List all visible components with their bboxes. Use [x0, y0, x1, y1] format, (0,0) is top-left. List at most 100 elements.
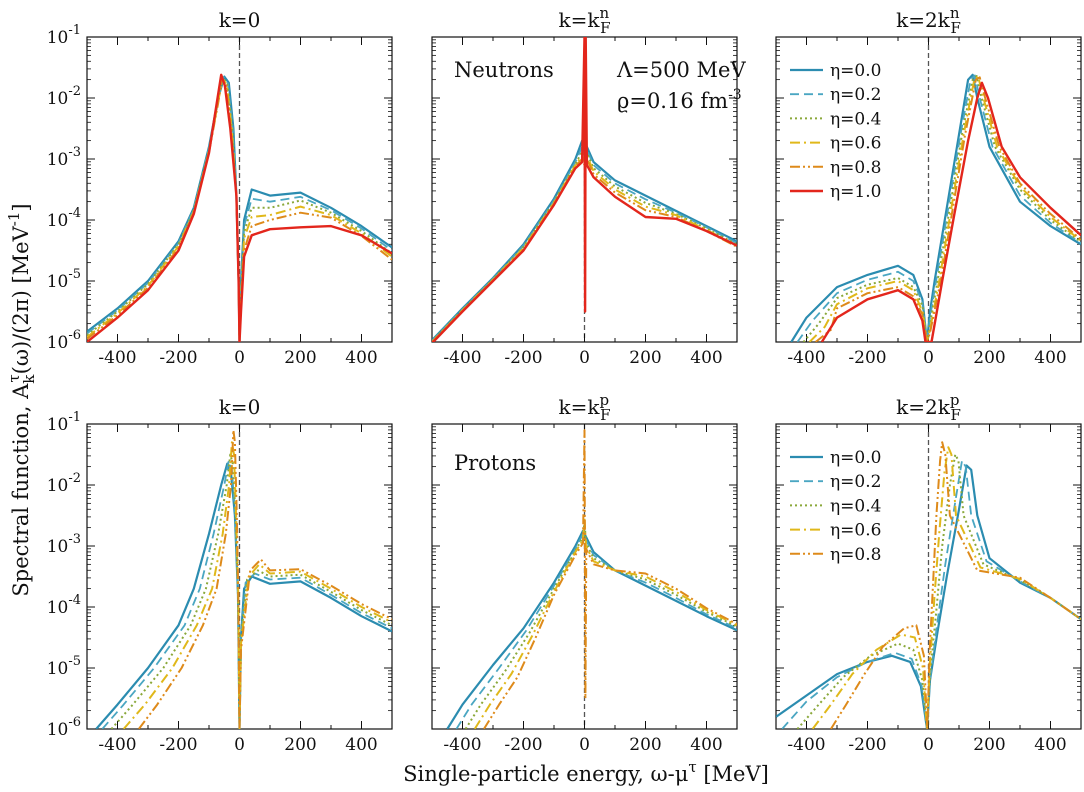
- series-line-1: [796, 74, 1081, 342]
- x-tick-label: 400: [345, 735, 377, 755]
- panel-title: k=2kp F: [896, 391, 961, 424]
- series-line-4: [830, 441, 1081, 729]
- x-tick-label: 400: [690, 348, 722, 368]
- x-tick-label: -200: [848, 735, 886, 755]
- panel-title: k=kp F: [558, 391, 610, 424]
- x-tick-label: -200: [504, 735, 542, 755]
- annotation: Protons: [454, 451, 536, 475]
- y-tick-label: 10-3: [47, 532, 81, 557]
- x-tick-label: 400: [690, 735, 722, 755]
- x-tick-label: -400: [443, 348, 481, 368]
- series-line-5: [87, 73, 392, 342]
- series-line-5: [820, 81, 1081, 342]
- series-line-4: [138, 429, 392, 729]
- x-tick-label: 200: [284, 735, 316, 755]
- y-axis-label: Spectral function, Akτ(ω)/(2π) [MeV-1]: [5, 203, 38, 596]
- panel-title: k=kn F: [558, 4, 610, 37]
- x-axis-label: Single-particle energy, ω-μτ [MeV]: [403, 758, 769, 786]
- panel-r1-c2: k=2kp F-400 -200 0 200 400η=0.0η=0.2η=0.4η=0.…: [775, 391, 1082, 755]
- x-tick-label: 400: [1034, 348, 1066, 368]
- x-tick-label: -400: [98, 348, 136, 368]
- x-tick-label: 200: [284, 348, 316, 368]
- x-tick-label: -200: [848, 348, 886, 368]
- series-line-0: [776, 464, 1081, 729]
- series-group: [95, 429, 392, 729]
- legend-label: η=1.0: [830, 182, 881, 202]
- panels: k=0 -400 -200 0 200 400 10-1 10-2 10-3 10-4 10-5 10…: [47, 4, 1082, 755]
- y-tick-label: 10-6: [47, 328, 81, 353]
- series-group: [776, 441, 1081, 729]
- series-line-3: [811, 446, 1081, 729]
- legend-label: η=0.0: [830, 61, 881, 81]
- annotation: Λ=500 MeV: [616, 58, 746, 82]
- panel-r1-c1: k=kp F -400 -200 0 200 400 Protons: [431, 391, 738, 755]
- series-group: [790, 73, 1081, 342]
- series-line-3: [808, 75, 1081, 342]
- series-line-2: [464, 520, 737, 729]
- x-tick-label: -200: [159, 348, 197, 368]
- legend-label: η=0.6: [830, 134, 881, 154]
- annotation: Neutrons: [454, 58, 554, 82]
- x-tick-label: 200: [629, 735, 661, 755]
- legend-label: η=0.2: [830, 472, 881, 492]
- y-tick-label: 10-4: [47, 593, 81, 618]
- x-tick-label: 0: [923, 348, 934, 368]
- series-line-3: [122, 441, 392, 729]
- series-group: [87, 73, 392, 342]
- y-tick-label: 10-5: [47, 267, 81, 292]
- x-tick-label: -400: [98, 735, 136, 755]
- x-tick-label: 200: [973, 735, 1005, 755]
- legend: η=0.0 η=0.2 η=0.4 η=0.6 η=0.8: [790, 448, 881, 565]
- series-line-1: [455, 532, 737, 729]
- x-tick-label: 400: [1034, 735, 1066, 755]
- legend-label: η=0.8: [830, 158, 881, 178]
- x-tick-label: -400: [787, 735, 825, 755]
- x-tick-label: -400: [443, 735, 481, 755]
- series-line-4: [814, 76, 1081, 342]
- legend-label: η=0.8: [830, 545, 881, 565]
- x-tick-label: 0: [923, 735, 934, 755]
- panel-r0-c2: k=2kn F-400 -200 0 200 400η=0.0η=0.2η=0.4η=0.…: [775, 4, 1082, 368]
- panel-title: k=0: [219, 8, 261, 32]
- annotation: ϱ=0.16 fm-3: [617, 87, 742, 113]
- legend-label: η=0.2: [830, 85, 881, 105]
- y-tick-label: 10-2: [47, 471, 81, 496]
- panel-r1-c0: k=0 -400 -200 0 200 400 10-1 10-2 10-3 10-4 10-5 10…: [47, 395, 393, 755]
- series-line-4: [483, 429, 737, 729]
- x-tick-label: -200: [504, 348, 542, 368]
- y-tick-label: 10-5: [47, 654, 81, 679]
- x-tick-label: 0: [579, 348, 590, 368]
- x-tick-label: 200: [629, 348, 661, 368]
- panel-title: k=2kn F: [896, 4, 961, 37]
- series-line-3: [473, 517, 737, 729]
- series-line-0: [790, 73, 1081, 342]
- legend-label: η=0.4: [830, 496, 881, 516]
- panel-title: k=0: [219, 395, 261, 419]
- legend-label: η=0.4: [830, 109, 881, 129]
- legend-label: η=0.6: [830, 521, 881, 541]
- x-tick-label: 0: [234, 735, 245, 755]
- x-tick-label: 0: [579, 735, 590, 755]
- panel-r0-c0: k=0 -400 -200 0 200 400 10-1 10-2 10-3 10-4 10-5 10…: [47, 8, 393, 368]
- y-tick-label: 10-6: [47, 715, 81, 740]
- legend: η=0.0 η=0.2 η=0.4 η=0.6 η=0.8 η=1.0: [790, 61, 881, 202]
- y-tick-label: 10-1: [47, 23, 81, 48]
- x-tick-label: -400: [787, 348, 825, 368]
- x-tick-label: 0: [234, 348, 245, 368]
- series-line-2: [802, 75, 1081, 342]
- series-line-5: [432, 37, 737, 342]
- y-tick-label: 10-1: [47, 410, 81, 435]
- y-tick-label: 10-2: [47, 84, 81, 109]
- x-tick-label: -200: [159, 735, 197, 755]
- legend-label: η=0.0: [830, 448, 881, 468]
- series-group: [446, 429, 737, 729]
- series-line-2: [110, 453, 392, 729]
- y-tick-label: 10-3: [47, 145, 81, 170]
- y-tick-label: 10-4: [47, 206, 81, 231]
- series-group: [432, 37, 737, 342]
- x-tick-label: 200: [973, 348, 1005, 368]
- panel-r0-c1: k=kn F -400 -200 0 200 400 Neutrons Λ=500 MeV ϱ=0…: [431, 4, 746, 368]
- series-line-1: [781, 459, 1081, 729]
- x-tick-label: 400: [345, 348, 377, 368]
